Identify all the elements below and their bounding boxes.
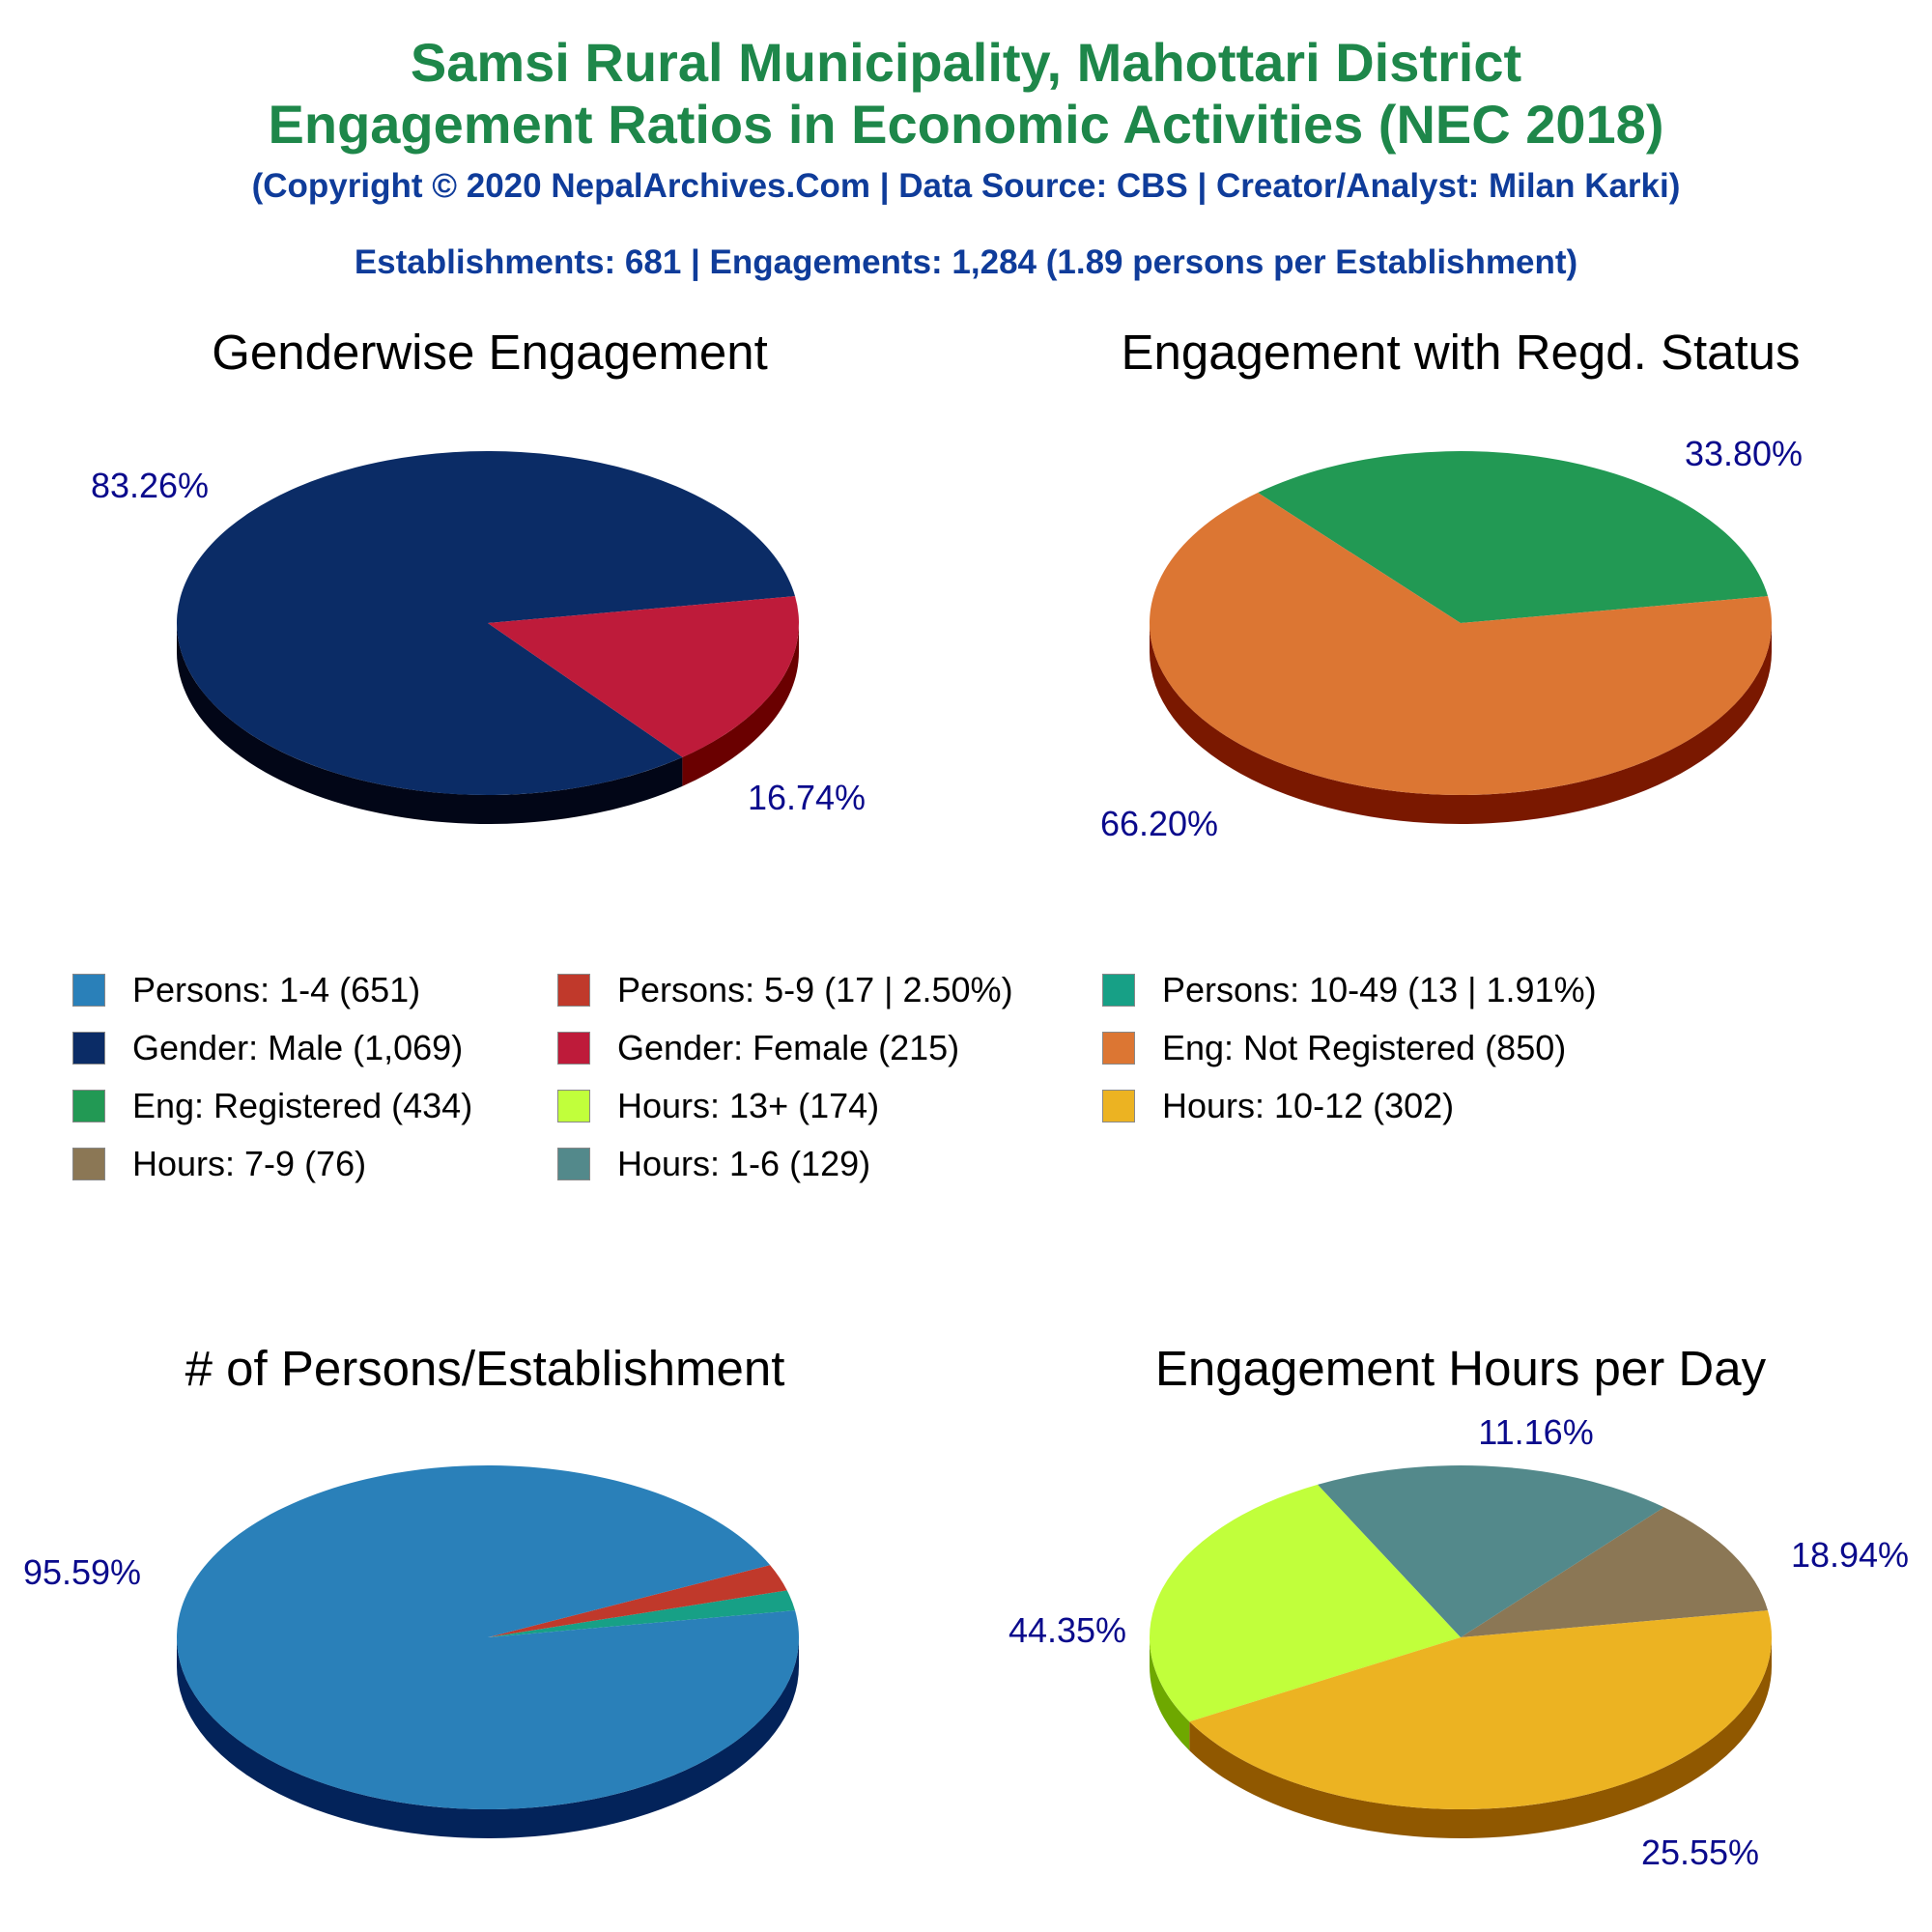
legend-label: Persons: 10-49 (13 | 1.91%) [1162,970,1597,1009]
pie-slice-hours-1-6 [1317,1465,1664,1637]
summary-line: Establishments: 681 | Engagements: 1,284… [354,243,1578,281]
legend-item: Gender: Male (1,069) [72,1024,463,1072]
legend-swatch [557,1032,590,1065]
chart-title-gender: Genderwise Engagement [212,325,768,380]
legend-swatch [72,1032,105,1065]
legend-item: Gender: Female (215) [557,1024,959,1072]
pie-slice-gender-female [488,596,799,757]
pie-slice-persons-1-4 [177,1465,800,1810]
pct-label-0-0: 83.26% [91,466,209,505]
legend-swatch [557,1090,590,1122]
legend-swatch [72,1148,105,1180]
pie-side-1-1 [1150,623,1772,824]
pct-label-1-1: 66.20% [1100,804,1218,843]
legend-swatch [1102,1090,1135,1122]
legend-item: Eng: Registered (434) [72,1082,472,1130]
copyright-line: (Copyright © 2020 NepalArchives.Com | Da… [251,167,1681,205]
legend-label: Persons: 1-4 (651) [132,970,421,1009]
pie-slice-eng-not-registered [1149,493,1772,795]
legend-item: Persons: 5-9 (17 | 2.50%) [557,966,1013,1014]
chart-title-regd: Engagement with Regd. Status [1121,325,1801,380]
legend-item: Eng: Not Registered (850) [1102,1024,1566,1072]
pie-slice-hours-13- [1150,1484,1461,1722]
pie-slice-persons-10-49 [488,1590,796,1637]
pie-side-0-0 [177,623,683,824]
pie-slice-hours-10-12 [1189,1610,1772,1809]
legend-label: Persons: 5-9 (17 | 2.50%) [617,970,1013,1009]
legend-swatch [557,1148,590,1180]
legend-label: Eng: Not Registered (850) [1162,1028,1567,1067]
pie-side-2-2 [177,1637,799,1838]
legend-swatch [557,974,590,1007]
title-line-2: Engagement Ratios in Economic Activities… [268,94,1664,155]
pct-label-3-3: 44.35% [1009,1610,1126,1650]
pct-label-0-1: 16.74% [748,778,866,817]
pie-slice-persons-5-9 [488,1565,787,1637]
legend-swatch [72,974,105,1007]
pie-side-3-2 [1150,1637,1190,1751]
legend-item: Hours: 13+ (174) [557,1082,879,1130]
title-line-1: Samsi Rural Municipality, Mahottari Dist… [410,32,1522,93]
legend-label: Hours: 1-6 (129) [617,1144,871,1183]
pie-side-3-3 [1189,1637,1772,1839]
legend-swatch [1102,1032,1135,1065]
pie-chart-0: 83.26% 16.74% [91,451,866,824]
pct-label-3-2: 25.55% [1641,1833,1759,1872]
pie-slice-eng-registered [1258,451,1769,623]
pct-label-3-1: 18.94% [1791,1535,1909,1575]
pie-chart-3: 11.16% 18.94% 25.55% 44.35% [1009,1412,1909,1872]
pct-label-2-2: 95.59% [23,1552,141,1592]
pct-label-1-0: 33.80% [1685,434,1803,473]
pie-chart-1: 33.80% 66.20% [1100,434,1803,843]
legend-item: Hours: 10-12 (302) [1102,1082,1454,1130]
pie-slice-hours-7-9 [1461,1507,1769,1637]
legend-label: Hours: 10-12 (302) [1162,1086,1455,1125]
legend-swatch [1102,974,1135,1007]
legend-label: Gender: Male (1,069) [132,1028,464,1067]
legend-item: Persons: 10-49 (13 | 1.91%) [1102,966,1597,1014]
pie-chart-2: 95.59% [23,1465,800,1838]
pie-side-0-1 [682,623,800,786]
pie-slice-gender-male [177,451,796,796]
chart-title-persons: # of Persons/Establishment [185,1341,785,1396]
pct-label-3-0: 11.16% [1478,1412,1593,1452]
legend-item: Hours: 1-6 (129) [557,1140,870,1188]
legend-label: Gender: Female (215) [617,1028,960,1067]
legend-label: Hours: 13+ (174) [617,1086,880,1125]
chart-title-hours: Engagement Hours per Day [1154,1341,1767,1396]
legend-label: Hours: 7-9 (76) [132,1144,367,1183]
legend-swatch [72,1090,105,1122]
legend-item: Persons: 1-4 (651) [72,966,420,1014]
legend-item: Hours: 7-9 (76) [72,1140,366,1188]
legend-label: Eng: Registered (434) [132,1086,473,1125]
